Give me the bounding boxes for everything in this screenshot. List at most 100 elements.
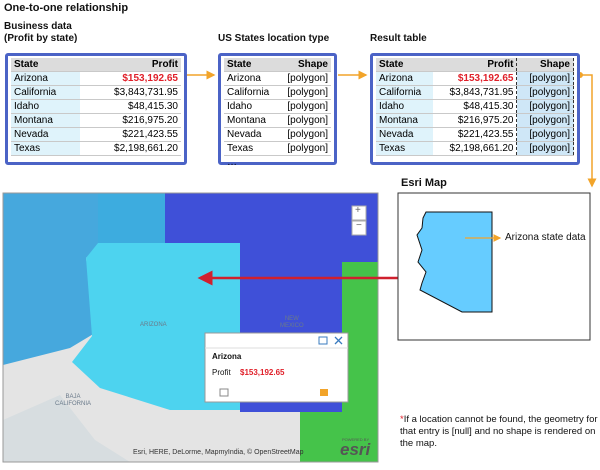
cell: Texas bbox=[376, 141, 434, 156]
esri-map-title: Esri Map bbox=[401, 177, 447, 189]
header-cell: State bbox=[224, 58, 279, 72]
esri-logo: esri bbox=[340, 440, 371, 459]
header-cell: Profit bbox=[433, 58, 517, 72]
cell: $221,423.55 bbox=[433, 127, 517, 142]
cell: $216,975.20 bbox=[80, 113, 181, 128]
popup-title: Arizona bbox=[212, 352, 242, 361]
header-cell: State bbox=[376, 58, 434, 72]
header-row: State Profit Shape bbox=[376, 58, 574, 72]
cell: $48,415.30 bbox=[80, 99, 181, 114]
zoom-out-button[interactable] bbox=[351, 220, 367, 236]
footnote-text: If a location cannot be found, the geome… bbox=[400, 414, 598, 449]
cell: California bbox=[11, 85, 81, 100]
table: State Shape Arizona [polygon] California [pol… bbox=[224, 58, 331, 169]
cell: [polygon] bbox=[516, 85, 574, 100]
row: California [polygon] bbox=[224, 85, 331, 100]
cell: $153,192.65 bbox=[433, 71, 517, 86]
page-title: One-to-one relationship bbox=[4, 2, 129, 14]
cell: $2,198,661.20 bbox=[80, 141, 181, 156]
cell: [polygon] bbox=[278, 141, 331, 156]
row: … bbox=[224, 156, 331, 170]
arrow bbox=[580, 74, 597, 188]
cell: Arizona bbox=[11, 71, 81, 86]
row: Idaho [polygon] bbox=[224, 99, 331, 114]
zoom-to-icon[interactable] bbox=[219, 388, 229, 397]
header-row: State Profit bbox=[11, 58, 181, 72]
map-label: CALIFORNIA bbox=[55, 401, 92, 407]
zoom-out[interactable]: − bbox=[356, 220, 362, 231]
business-table: State Profit Arizona $153,192.65 California $… bbox=[5, 53, 187, 165]
zoom-in-button[interactable] bbox=[351, 205, 367, 221]
cell: Texas bbox=[11, 141, 81, 156]
popup-field: Profit bbox=[212, 368, 231, 377]
cell: Idaho bbox=[224, 99, 279, 114]
cell: [polygon] bbox=[516, 127, 574, 142]
cell: California bbox=[224, 85, 279, 100]
cell: $221,423.55 bbox=[80, 127, 181, 142]
popup-value: $153,192.65 bbox=[240, 368, 285, 377]
cell: Texas bbox=[224, 141, 279, 156]
cell: [polygon] bbox=[516, 71, 574, 86]
cell: [polygon] bbox=[516, 141, 574, 156]
close-icon[interactable] bbox=[334, 336, 343, 345]
cell: … bbox=[227, 157, 237, 168]
row: Montana $216,975.20 [polygon] bbox=[376, 113, 574, 128]
table-icon[interactable] bbox=[320, 389, 328, 396]
header-cell: State bbox=[11, 58, 81, 72]
table-title: Result table bbox=[370, 33, 427, 44]
row: Nevada $221,423.55 bbox=[11, 127, 181, 142]
row: Montana [polygon] bbox=[224, 113, 331, 128]
logo-caption: POWERED BY bbox=[342, 437, 370, 442]
map-label: BAJA bbox=[65, 394, 81, 400]
row: Texas $2,198,661.20 [polygon] bbox=[376, 141, 574, 156]
map-label: NEW MEXICO bbox=[280, 316, 304, 330]
zoom-in[interactable]: + bbox=[355, 205, 361, 216]
cell: $153,192.65 bbox=[80, 71, 181, 86]
row: Texas $2,198,661.20 bbox=[11, 141, 181, 156]
cell: [polygon] bbox=[278, 71, 331, 86]
cell: Nevada bbox=[224, 127, 279, 142]
cell: $3,843,731.95 bbox=[433, 85, 517, 100]
table: State Profit Arizona $153,192.65 California $… bbox=[11, 58, 181, 156]
row: Nevada [polygon] bbox=[224, 127, 331, 142]
cell: Montana bbox=[11, 113, 81, 128]
cell: [polygon] bbox=[278, 113, 331, 128]
table-title: US States location type bbox=[218, 33, 330, 44]
row: Nevada $221,423.55 [polygon] bbox=[376, 127, 574, 142]
cell: [polygon] bbox=[278, 127, 331, 142]
cell: Idaho bbox=[11, 99, 81, 114]
annotation: Arizona state data bbox=[505, 232, 586, 243]
map-label: BAJA CALIFORNIA bbox=[55, 394, 91, 408]
footnote: *If a location cannot be found, the geom… bbox=[400, 414, 598, 450]
cell: Nevada bbox=[11, 127, 81, 142]
maximize-icon[interactable] bbox=[318, 336, 328, 345]
arizona-shape bbox=[416, 211, 493, 313]
row: Texas [polygon] bbox=[224, 141, 331, 156]
row: Idaho $48,415.30 [polygon] bbox=[376, 99, 574, 114]
footnote-marker: * bbox=[400, 414, 404, 425]
cell: $2,198,661.20 bbox=[433, 141, 517, 156]
row: Idaho $48,415.30 bbox=[11, 99, 181, 114]
cell: $3,843,731.95 bbox=[80, 85, 181, 100]
map-label: NEW bbox=[284, 316, 299, 322]
cell: [polygon] bbox=[278, 85, 331, 100]
row: Arizona $153,192.65 [polygon] bbox=[376, 71, 574, 86]
row: California $3,843,731.95 [polygon] bbox=[376, 85, 574, 100]
cell: $48,415.30 bbox=[433, 99, 517, 114]
cell: Arizona bbox=[224, 71, 279, 86]
row: Montana $216,975.20 bbox=[11, 113, 181, 128]
cell: [polygon] bbox=[516, 113, 574, 128]
cell: Idaho bbox=[376, 99, 434, 114]
header-row: State Shape bbox=[224, 58, 331, 72]
row: California $3,843,731.95 bbox=[11, 85, 181, 100]
cell: [polygon] bbox=[516, 99, 574, 114]
location-table: State Shape Arizona [polygon] California [pol… bbox=[218, 53, 337, 168]
cell: California bbox=[376, 85, 434, 100]
cell: Nevada bbox=[376, 127, 434, 142]
map bbox=[2, 192, 379, 463]
cell: Arizona bbox=[376, 71, 434, 86]
cell: $216,975.20 bbox=[433, 113, 517, 128]
header-cell: Shape bbox=[516, 58, 574, 72]
